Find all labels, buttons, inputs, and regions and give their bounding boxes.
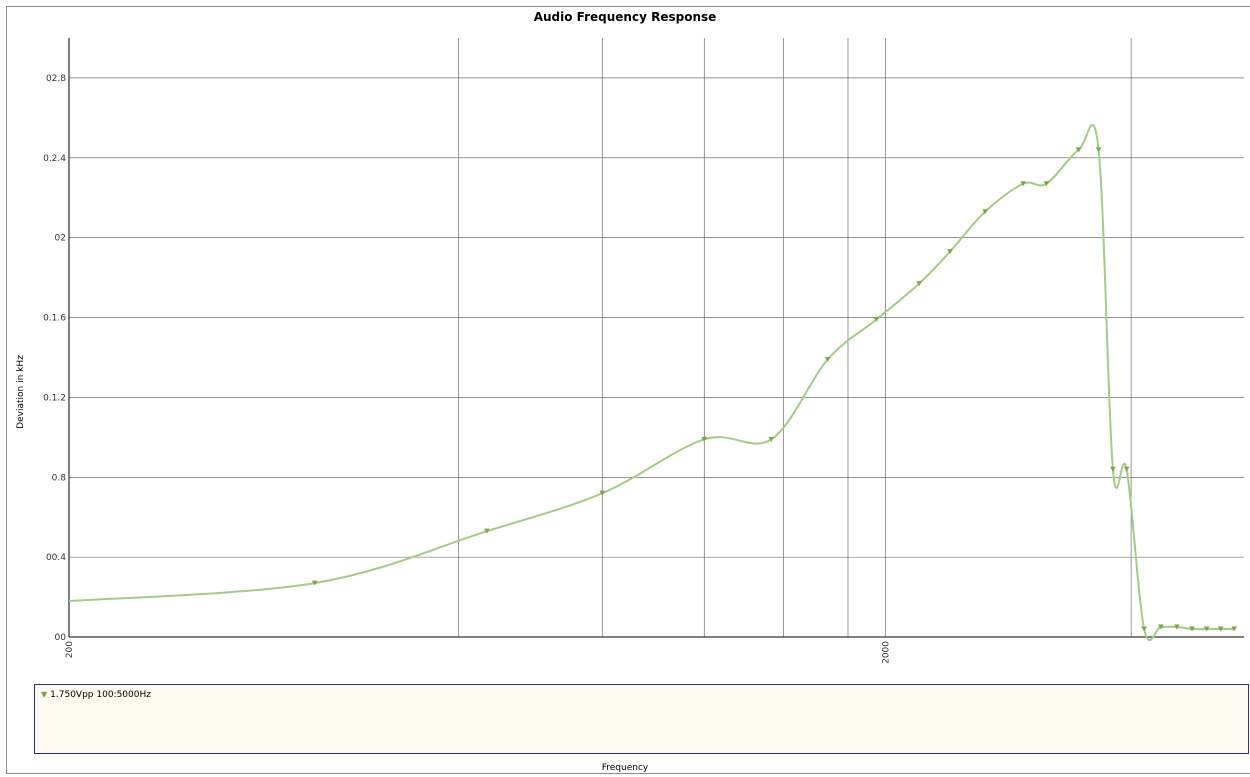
data-point — [311, 580, 318, 586]
data-point — [1189, 626, 1195, 632]
data-point — [1020, 181, 1026, 187]
data-point — [982, 209, 988, 215]
data-point — [1043, 181, 1050, 187]
y-tick-label: 0.1.6 — [43, 314, 66, 324]
y-tick-label: 02.8 — [46, 74, 66, 84]
data-point — [1095, 147, 1102, 153]
data-point — [1203, 626, 1210, 632]
data-point — [1123, 466, 1130, 472]
data-point — [916, 281, 922, 287]
legend-label: 1.750Vpp 100:5000Hz — [50, 690, 151, 700]
y-axis-label: Deviation in kHz — [16, 355, 26, 429]
data-point — [599, 490, 606, 496]
series-line — [68, 123, 1235, 642]
data-point — [1231, 626, 1237, 632]
legend: ▼ 1.750Vpp 100:5000Hz — [34, 684, 1249, 754]
data-point — [824, 356, 831, 362]
data-point — [1075, 147, 1082, 153]
x-tick-label: 2000 — [881, 641, 891, 664]
data-point — [1158, 624, 1164, 630]
y-tick-label: 0.1.2 — [43, 393, 66, 403]
data-point — [484, 528, 490, 534]
data-point — [1173, 624, 1180, 630]
data-point — [701, 436, 708, 442]
data-point — [1217, 626, 1224, 632]
x-tick-label: 200 — [65, 641, 75, 658]
y-tick-label: 0.2.4 — [43, 154, 66, 164]
legend-item: ▼ 1.750Vpp 100:5000Hz — [41, 690, 151, 700]
data-point — [1141, 626, 1147, 632]
data-point — [873, 317, 880, 323]
data-point — [947, 249, 953, 255]
chart-title: Audio Frequency Response — [533, 10, 717, 24]
triangle-down-icon: ▼ — [41, 690, 48, 699]
chart-frame — [6, 6, 1250, 774]
x-axis-label: Frequency — [601, 763, 649, 773]
y-tick-label: 02 — [55, 234, 66, 244]
data-point — [768, 436, 775, 442]
y-tick-label: 0.8 — [52, 473, 67, 483]
data-point — [1110, 466, 1116, 472]
y-tick-label: 00.4 — [46, 553, 66, 563]
y-tick-label: 00 — [55, 633, 67, 643]
